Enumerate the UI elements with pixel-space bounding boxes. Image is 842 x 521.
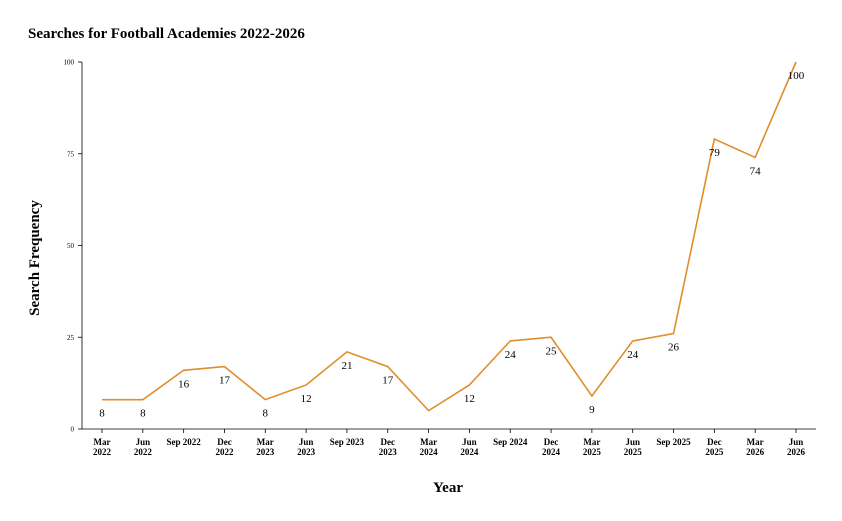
x-tick-label-line: 2022 [93,447,112,457]
x-tick-label: Dec 2022 [215,437,234,457]
x-tick-label-line: Jun [136,437,151,447]
x-tick-label: Mar 2024 [420,437,439,457]
x-tick-label-line: Dec [707,437,722,447]
data-label: 100 [788,70,805,82]
x-tick-label-line: 2025 [583,447,602,457]
data-labels: 8 8 16 17 8 12 21 17 12 24 25 9 24 26 79 74 100 [99,70,805,420]
x-tick-label-line: 2026 [787,447,806,457]
series-line [102,61,797,412]
data-label: 17 [219,375,231,387]
x-tick-label-line: 2025 [705,447,724,457]
x-tick-label-line: 2024 [460,447,479,457]
x-tick-label-line: Mar [420,437,437,447]
data-label: 8 [99,408,105,420]
x-tick-label: Sep 2022 [167,437,202,447]
x-tick-label: Dec 2023 [379,437,398,457]
data-label: 8 [140,408,146,420]
data-label: 24 [505,349,517,361]
data-label: 12 [301,393,312,405]
data-label: 16 [178,378,190,390]
x-tick-label-line: Sep 2025 [656,437,691,447]
x-tick-label: Jun 2022 [134,437,153,457]
x-tick-label-line: Mar [583,437,600,447]
x-axis-title: Year [433,480,463,496]
y-tick-label: 100 [64,59,75,67]
y-tick-label: 75 [67,150,75,158]
x-tick-label: Sep 2024 [493,437,528,447]
series [102,61,797,412]
x-tick-label: Mar 2023 [256,437,275,457]
x-tick-label: Dec 2025 [705,437,724,457]
x-tick-label-line: Jun [625,437,640,447]
x-tick-label-line: Dec [544,437,559,447]
x-tick-label-line: 2024 [420,447,439,457]
y-tick-label: 25 [67,334,75,342]
chart-title: Searches for Football Academies 2022-202… [28,26,305,42]
x-tick-label-line: Jun [789,437,804,447]
y-axis-ticks: 0 25 50 75 100 [64,59,82,434]
x-tick-label: Sep 2023 [330,437,365,447]
x-tick-label: Jun 2025 [624,437,643,457]
x-tick-label-line: 2022 [215,447,234,457]
y-tick-label: 0 [71,426,75,434]
x-tick-label-line: 2023 [256,447,275,457]
data-label: 12 [464,393,475,405]
x-tick-label-line: Mar [94,437,111,447]
x-tick-label-line: 2023 [297,447,316,457]
x-tick-label-line: Jun [462,437,477,447]
data-label: 24 [627,349,639,361]
x-tick-label-line: Mar [747,437,764,447]
x-tick-label-line: 2023 [379,447,398,457]
x-tick-label-line: Dec [381,437,396,447]
data-label: 17 [382,375,394,387]
x-tick-label-line: 2025 [624,447,643,457]
data-label: 8 [263,408,269,420]
x-tick-label-line: Sep 2022 [167,437,202,447]
x-tick-label: Jun 2026 [787,437,806,457]
data-label: 79 [709,147,721,159]
x-tick-label: Dec 2024 [542,437,561,457]
x-tick-label-line: Sep 2024 [493,437,528,447]
x-tick-label: Sep 2025 [656,437,691,447]
data-label: 26 [668,342,680,354]
x-tick-label-line: Sep 2023 [330,437,365,447]
x-tick-label-line: 2022 [134,447,153,457]
x-tick-label: Mar 2025 [583,437,602,457]
x-tick-label: Jun 2023 [297,437,316,457]
data-label: 21 [341,360,352,372]
data-label: 74 [750,165,762,177]
data-label: 9 [589,404,595,416]
y-tick-label: 50 [67,242,75,250]
data-label: 25 [546,345,558,357]
x-tick-label-line: Mar [257,437,274,447]
y-axis-title: Search Frequency [27,200,43,316]
x-tick-label: Mar 2026 [746,437,765,457]
x-tick-label: Mar 2022 [93,437,112,457]
x-tick-label: Jun 2024 [460,437,479,457]
x-tick-label-line: 2024 [542,447,561,457]
x-tick-label-line: 2026 [746,447,765,457]
x-tick-label-line: Dec [217,437,232,447]
x-tick-label-line: Jun [299,437,314,447]
